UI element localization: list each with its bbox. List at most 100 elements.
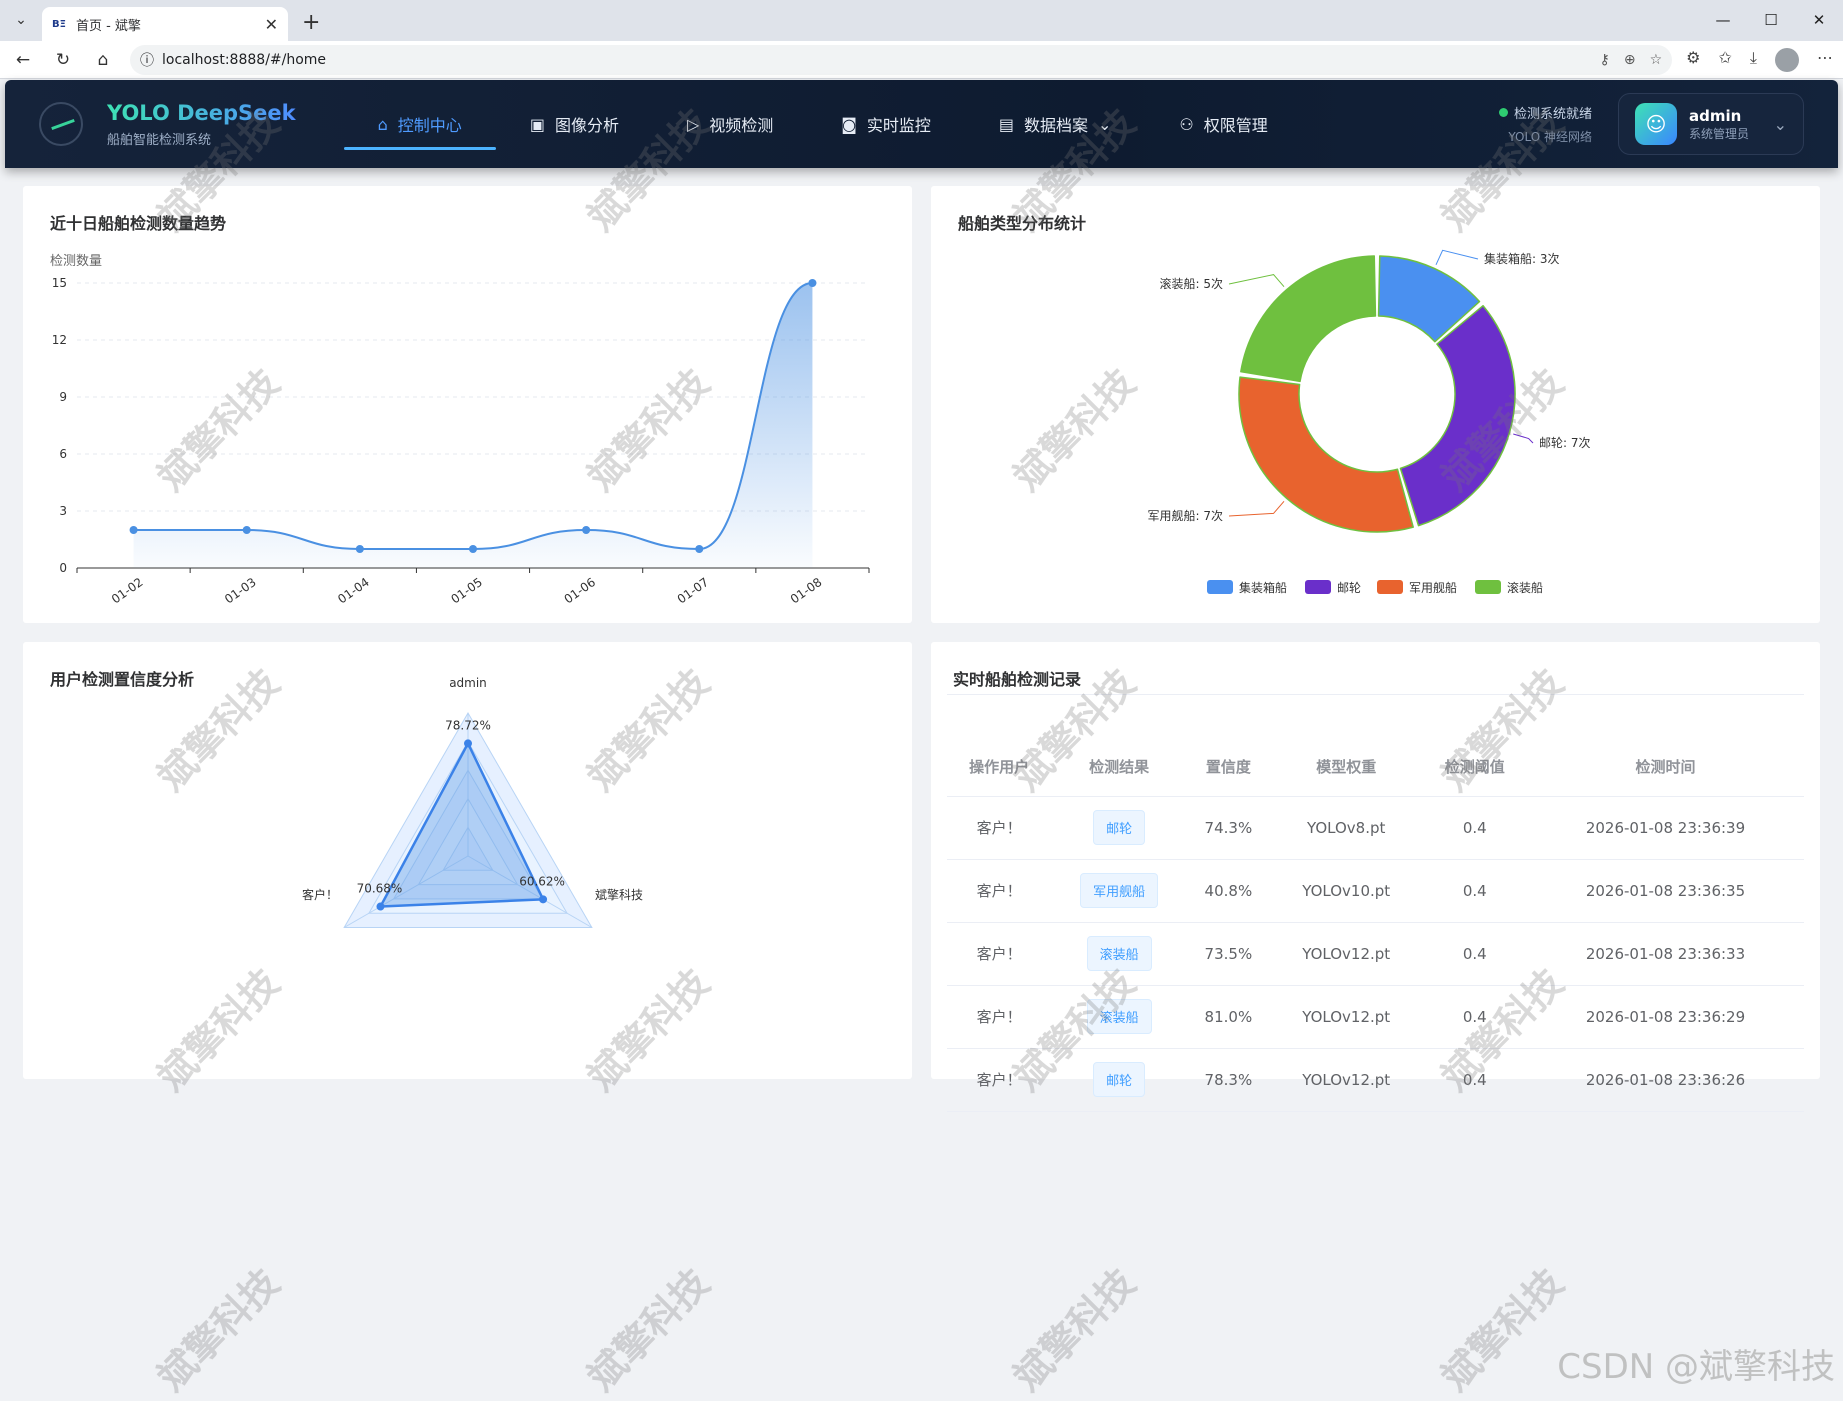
- table-cell: 0.4: [1423, 985, 1527, 1048]
- url-text: localhost:8888/#/home: [162, 52, 326, 68]
- menu-label: 控制中心: [398, 112, 462, 136]
- status-subtitle: YOLO 神经网络: [1499, 128, 1592, 145]
- slice-label: 军用舰船: 7次: [1148, 509, 1224, 523]
- table-cell: 2026-01-08 23:36:35: [1527, 859, 1804, 922]
- x-tick-label: 01-07: [675, 575, 712, 606]
- x-tick-label: 01-02: [109, 575, 146, 606]
- new-tab-button[interactable]: +: [302, 10, 320, 35]
- browser-tab-bar: ⌄ BΞ 首页 - 斌擎 ✕ + — ☐ ✕: [0, 0, 1843, 41]
- minimize-button[interactable]: —: [1699, 0, 1747, 40]
- slice-label: 邮轮: 7次: [1539, 436, 1591, 450]
- data-point: [808, 279, 816, 287]
- menu-item-data-archive[interactable]: ▤ 数据档案 ⌄: [965, 80, 1146, 168]
- result-tag: 邮轮: [1093, 810, 1145, 845]
- home-icon: ⌂: [378, 115, 388, 134]
- x-tick-label: 01-06: [562, 575, 599, 606]
- pie-slice: [1239, 377, 1413, 532]
- table-cell: 军用舰船: [1051, 859, 1187, 922]
- menu-item-video-detection[interactable]: ▷视频检测: [653, 80, 807, 168]
- user-menu[interactable]: ☺ admin 系统管理员 ⌄: [1618, 93, 1804, 155]
- column-header[interactable]: 模型权重: [1270, 738, 1423, 796]
- table-cell: 邮轮: [1051, 1048, 1187, 1111]
- legend-label: 集装箱船: [1239, 580, 1287, 595]
- records-title: 实时船舶检测记录: [953, 666, 1081, 690]
- zoom-icon[interactable]: ⊕: [1624, 52, 1636, 68]
- y-axis-label: 检测数量: [50, 254, 102, 269]
- document-icon: ▤: [999, 115, 1014, 134]
- table-cell: 2026-01-08 23:36:39: [1527, 796, 1804, 859]
- brand: YOLO DeepSeek 船舶智能检测系统: [107, 101, 296, 148]
- url-field[interactable]: ⓘ localhost:8888/#/home ⚷ ⊕ ☆: [130, 45, 1672, 75]
- table-cell: 客户！: [947, 985, 1051, 1048]
- watermark-text: 斌擎科技: [1427, 1254, 1573, 1400]
- brand-subtitle: 船舶智能检测系统: [107, 129, 296, 148]
- pie-slice: [1400, 306, 1515, 526]
- image-icon: ▣: [530, 115, 545, 134]
- radar-axis-label: 客户！: [302, 887, 338, 902]
- radar-axis-label: admin: [449, 676, 487, 690]
- table-cell: 客户！: [947, 859, 1051, 922]
- download-icon[interactable]: ⤓: [1750, 48, 1757, 72]
- result-tag: 军用舰船: [1080, 873, 1158, 908]
- menu-item-realtime-monitor[interactable]: ◙实时监控: [807, 80, 965, 168]
- menu-item-control-center[interactable]: ⌂ 控制中心: [344, 80, 496, 168]
- window-controls: — ☐ ✕: [1699, 0, 1843, 40]
- result-tag: 邮轮: [1093, 1062, 1145, 1097]
- key-icon[interactable]: ⚷: [1600, 52, 1610, 68]
- table-cell: YOLOv12.pt: [1270, 985, 1423, 1048]
- info-icon: ⓘ: [140, 50, 154, 70]
- home-icon[interactable]: ⌂: [90, 50, 116, 70]
- table-cell: YOLOv8.pt: [1270, 796, 1423, 859]
- brand-title: YOLO DeepSeek: [107, 101, 296, 125]
- favorites-icon[interactable]: ✩: [1719, 48, 1732, 72]
- maximize-button[interactable]: ☐: [1747, 0, 1795, 40]
- chevron-down-icon: ⌄: [1098, 115, 1111, 134]
- table-cell: 滚装船: [1051, 985, 1187, 1048]
- series-line: [134, 283, 813, 549]
- extensions-icon[interactable]: ⚙: [1686, 48, 1700, 72]
- menu-label: 数据档案: [1024, 112, 1088, 136]
- favicon-icon: BΞ: [52, 19, 66, 30]
- column-header[interactable]: 操作用户: [947, 738, 1051, 796]
- back-icon[interactable]: ←: [10, 50, 36, 70]
- table-cell: 滚装船: [1051, 922, 1187, 985]
- star-icon[interactable]: ☆: [1650, 52, 1663, 68]
- close-window-button[interactable]: ✕: [1795, 0, 1843, 40]
- column-header[interactable]: 置信度: [1187, 738, 1270, 796]
- data-point: [130, 526, 138, 534]
- data-point: [376, 903, 384, 911]
- browser-tab[interactable]: BΞ 首页 - 斌擎 ✕: [42, 7, 288, 41]
- status-title: 检测系统就绪: [1514, 103, 1592, 122]
- column-header[interactable]: 检测时间: [1527, 738, 1804, 796]
- menu-item-permissions[interactable]: ⚇权限管理: [1145, 80, 1301, 168]
- column-header[interactable]: 检测阈值: [1423, 738, 1527, 796]
- column-header[interactable]: 检测结果: [1051, 738, 1187, 796]
- legend-label: 滚装船: [1507, 580, 1543, 595]
- data-point: [356, 545, 364, 553]
- table-cell: 客户！: [947, 922, 1051, 985]
- x-tick-label: 01-05: [448, 575, 485, 606]
- table-cell: 邮轮: [1051, 796, 1187, 859]
- watermark-text: 斌擎科技: [143, 1254, 289, 1400]
- table-cell: 2026-01-08 23:36:33: [1527, 922, 1804, 985]
- x-tick-label: 01-03: [222, 575, 259, 606]
- divider: [947, 694, 1804, 695]
- menu-item-image-analysis[interactable]: ▣图像分析: [496, 80, 653, 168]
- y-tick-label: 9: [59, 390, 67, 404]
- label-leader-line: [1229, 501, 1284, 516]
- table-cell: 74.3%: [1187, 796, 1270, 859]
- tab-list-button[interactable]: ⌄: [6, 5, 36, 35]
- profile-icon[interactable]: [1775, 48, 1799, 72]
- close-tab-icon[interactable]: ✕: [265, 15, 278, 34]
- more-icon[interactable]: ⋯: [1817, 48, 1833, 72]
- y-tick-label: 12: [52, 333, 67, 347]
- x-tick-label: 01-08: [788, 575, 825, 606]
- legend-swatch: [1305, 580, 1331, 594]
- reload-icon[interactable]: ↻: [50, 50, 76, 70]
